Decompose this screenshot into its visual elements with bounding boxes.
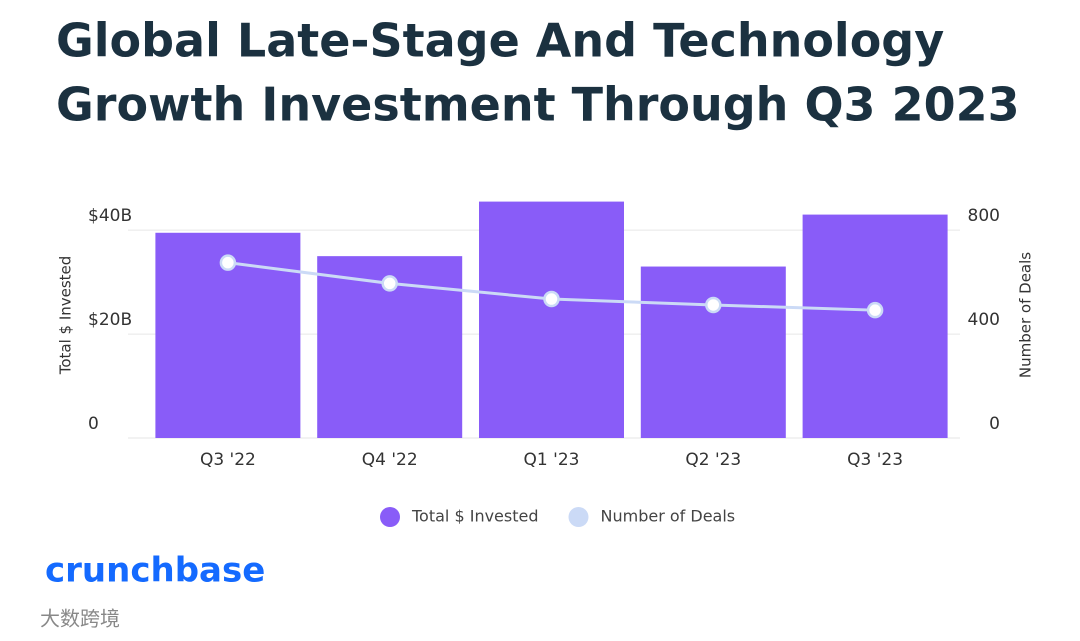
legend-label: Total $ Invested — [411, 507, 539, 526]
x-tick-label: Q3 '22 — [200, 450, 256, 470]
bar — [640, 266, 786, 438]
x-tick-label: Q1 '23 — [524, 450, 580, 470]
y2-tick-label: 0 — [989, 414, 1000, 434]
line-point — [705, 296, 722, 314]
y-tick-label: $20B — [88, 310, 132, 330]
legend-swatch — [568, 507, 589, 527]
legend-label: Number of Deals — [601, 507, 736, 526]
y2-tick-label: 400 — [968, 310, 1000, 330]
legend-swatch — [380, 507, 400, 527]
x-tick-label: Q3 '23 — [847, 450, 903, 470]
brand-logo: crunchbase — [45, 551, 265, 591]
line-point — [381, 275, 398, 292]
bar — [802, 214, 948, 438]
x-tick-label: Q4 '22 — [362, 450, 418, 470]
y-tick-label: $40B — [88, 206, 132, 226]
chart-title-line-2: Growth Investment Through Q3 2023 — [56, 78, 1020, 132]
y-axis-label: Total $ Invested — [57, 256, 75, 376]
y2-axis-label: Number of Deals — [1017, 252, 1035, 378]
watermark: 大数跨境 — [40, 607, 120, 631]
line-point — [219, 254, 237, 271]
y2-tick-label: 800 — [968, 206, 1000, 226]
chart-title-line-1: Global Late-Stage And Technology — [56, 14, 944, 68]
line-point — [866, 301, 884, 319]
x-tick-label: Q2 '23 — [685, 450, 741, 470]
y-tick-label: 0 — [88, 414, 99, 434]
bar — [479, 201, 624, 438]
line-point — [543, 290, 560, 308]
